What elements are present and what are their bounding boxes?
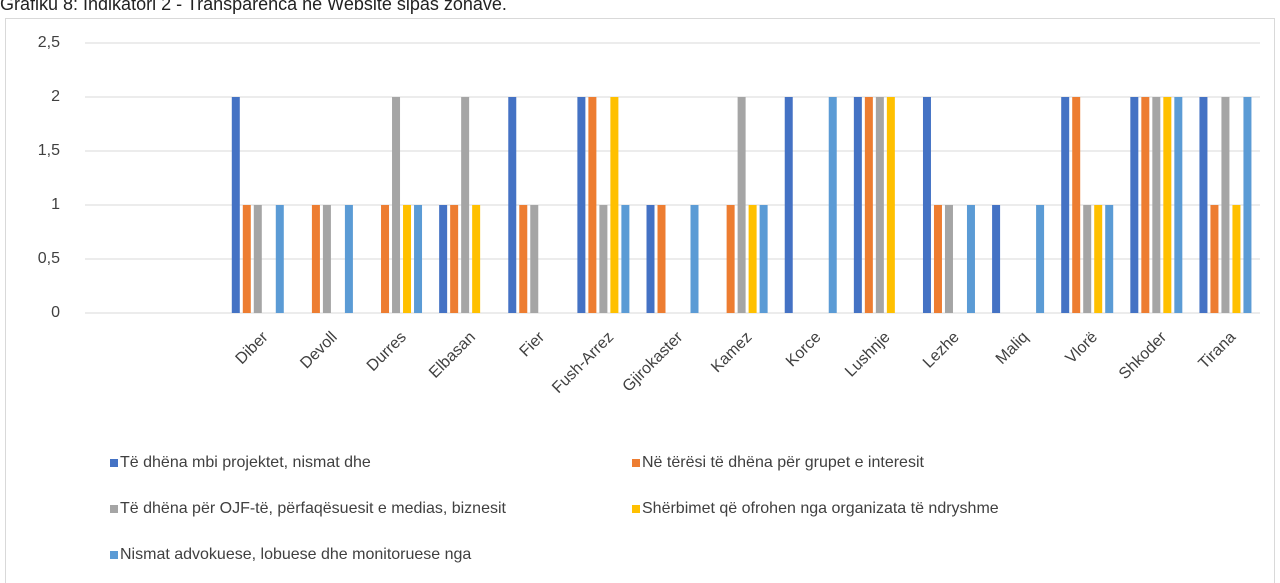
y-tick-label: 1,5 [38,142,60,159]
bar [253,205,262,313]
bar [311,205,320,313]
y-tick-label: 1 [51,196,60,213]
bar [1210,205,1219,313]
bar [759,205,768,313]
bar [472,205,481,313]
y-tick-label: 0,5 [38,250,60,267]
bar [242,205,251,313]
bar [519,205,528,313]
legend-label: Nismat advokuese, lobuese dhe monitorues… [120,546,471,563]
bar [1199,97,1208,313]
bar [992,205,1001,313]
bar [414,205,423,313]
bar [1130,97,1139,313]
bar [461,97,470,313]
bar [966,205,975,313]
bar [322,205,331,313]
bar [392,97,401,313]
bar [1152,97,1161,313]
bar [828,97,837,313]
chart-title: Grafiku 8: Indikatori 2 - Transparenca n… [0,0,507,14]
bar [344,205,353,313]
legend-swatch [110,459,118,467]
bar [737,97,746,313]
bar [944,205,953,313]
bar [1036,205,1045,313]
legend-swatch [110,551,118,559]
bar [933,205,942,313]
bar [1221,97,1230,313]
legend-label: Të dhëna mbi projektet, nismat dhe [120,454,371,471]
legend-label: Të dhëna për OJF-të, përfaqësuesit e med… [120,500,507,517]
bar [1094,205,1103,313]
bar [864,97,873,313]
bar [1083,205,1092,313]
bar [922,97,931,313]
bar [231,97,240,313]
bar [886,97,895,313]
y-tick-label: 0 [51,304,60,321]
bar [646,205,655,313]
bar [610,97,619,313]
bar [1174,97,1183,313]
bar [657,205,666,313]
bar [439,205,448,313]
bar [621,205,630,313]
bar [690,205,699,313]
bar [875,97,884,313]
bar [381,205,390,313]
legend-label: Në tërësi të dhëna për grupet e interesi… [642,454,925,471]
bar [853,97,862,313]
bar [1105,205,1114,313]
bar [577,97,586,313]
bar [1072,97,1081,313]
bar [508,97,517,313]
legend-label: Shërbimet që ofrohen nga organizata të n… [642,500,999,517]
legend-swatch [110,505,118,513]
bar [588,97,597,313]
bar [450,205,459,313]
legend-swatch [632,505,640,513]
bar [403,205,412,313]
bar [530,205,539,313]
bar [784,97,793,313]
bar [1163,97,1172,313]
y-tick-label: 2,5 [38,34,60,51]
bar [748,205,757,313]
bar [599,205,608,313]
bar [726,205,735,313]
bar [1232,205,1241,313]
bar [1061,97,1070,313]
bar [1243,97,1252,313]
y-tick-label: 2 [51,88,60,105]
legend-swatch [632,459,640,467]
bar [275,205,284,313]
bar [1141,97,1150,313]
